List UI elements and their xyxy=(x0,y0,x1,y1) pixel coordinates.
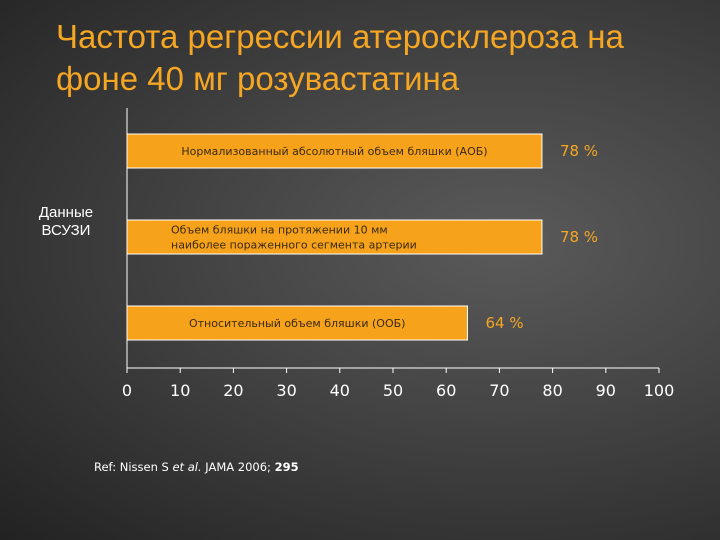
ref-prefix: Ref: Nissen S xyxy=(94,460,173,474)
slide-title: Частота регрессии атеросклероза на фоне … xyxy=(56,16,696,100)
side-label-line-2: ВСУЗИ xyxy=(41,222,91,239)
x-tick-label: 40 xyxy=(330,381,350,400)
category-label: Нормализованный абсолютный объем бляшки … xyxy=(181,145,487,158)
bar-group: Нормализованный абсолютный объем бляшки … xyxy=(126,133,598,169)
x-tick-label: 10 xyxy=(170,381,190,400)
bar-group: Относительный объем бляшки (ООБ) 64 % xyxy=(126,305,524,341)
title-line-2: фоне 40 мг розувастатина xyxy=(56,60,460,97)
x-tick-label: 30 xyxy=(276,381,296,400)
x-tick-label: 70 xyxy=(489,381,509,400)
value-label: 78 % xyxy=(560,142,598,160)
ref-etal: et al. xyxy=(172,460,202,474)
ivus-data-label: Данные ВСУЗИ xyxy=(20,204,112,240)
bar xyxy=(126,219,543,255)
x-tick-label: 0 xyxy=(122,381,132,400)
category-label: наиболее пораженного сегмента артерии xyxy=(171,239,417,252)
x-tick-label: 80 xyxy=(542,381,562,400)
x-tick-label: 90 xyxy=(596,381,616,400)
x-tick-label: 60 xyxy=(436,381,456,400)
value-label: 64 % xyxy=(485,314,523,332)
category-label: Объем бляшки на протяжении 10 мм xyxy=(171,224,388,237)
category-label: Относительный объем бляшки (ООБ) xyxy=(189,317,405,330)
title-line-1: Частота регрессии атеросклероза на xyxy=(56,18,624,55)
bar xyxy=(126,305,468,341)
bars-layer: Нормализованный абсолютный объем бляшки … xyxy=(126,133,598,341)
side-label-line-1: Данные xyxy=(38,204,94,221)
reference-note: Ref: Nissen S et al. JAMA 2006; 295 xyxy=(94,460,299,474)
x-tick-label: 100 xyxy=(644,381,675,400)
x-axis: 0 10 20 30 40 50 60 70 80 90 100 xyxy=(122,108,674,400)
ref-volume: 295 xyxy=(274,460,299,474)
bar-group: Объем бляшки на протяжении 10 мм наиболее… xyxy=(126,219,598,255)
value-label: 78 % xyxy=(560,228,598,246)
x-tick-label: 50 xyxy=(383,381,403,400)
ref-journal: JAMA 2006; xyxy=(201,460,275,474)
x-tick-label: 20 xyxy=(223,381,243,400)
